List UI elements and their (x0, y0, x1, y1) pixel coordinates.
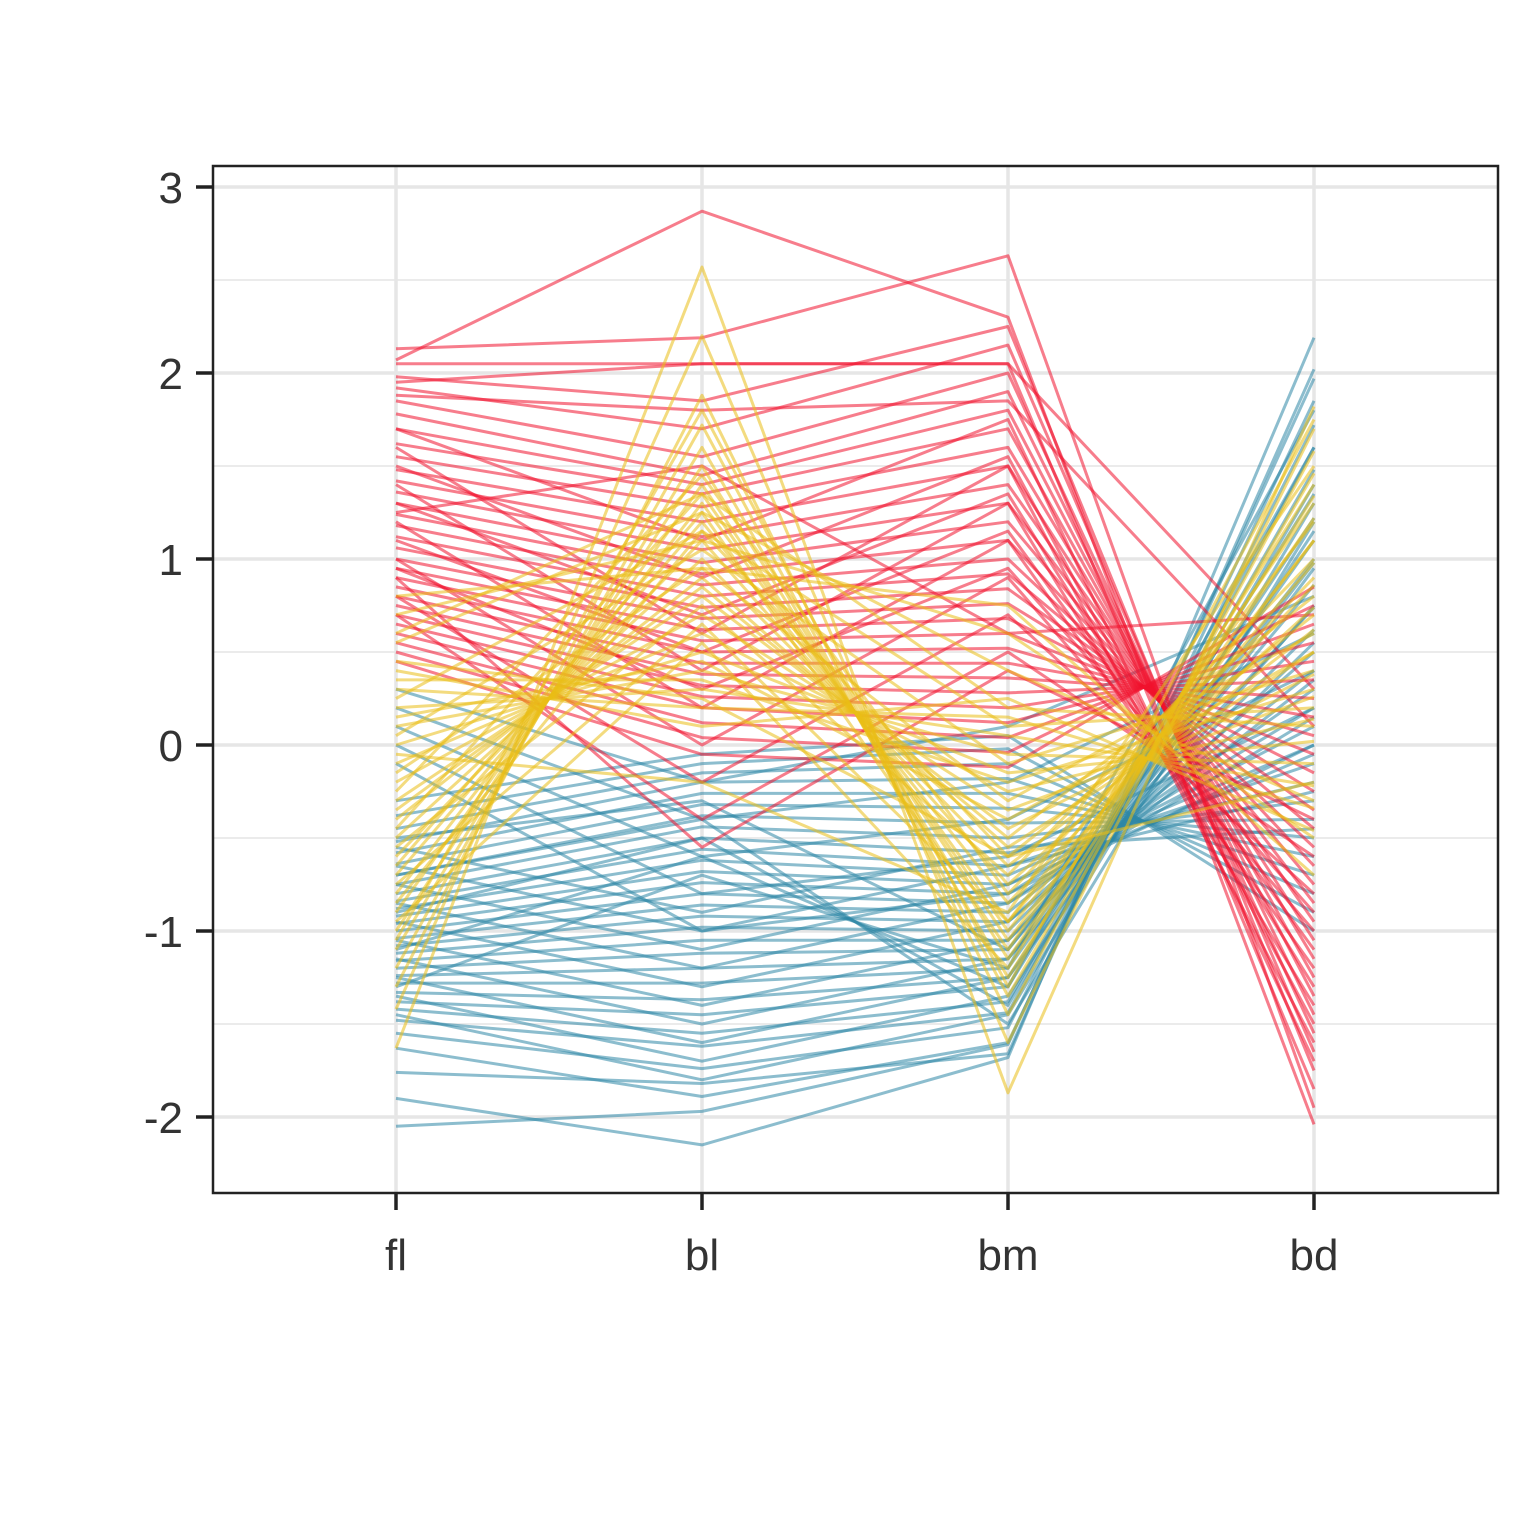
series-line (395, 584, 1316, 970)
series-line (395, 566, 1315, 877)
plot-panel-border (211, 164, 1500, 1195)
series-line (395, 715, 1315, 970)
x-axis: fl bl bm bd (385, 1193, 1338, 1280)
series-line (395, 791, 1315, 859)
series-line (395, 659, 1315, 859)
series-line (395, 790, 1315, 933)
series-line (395, 594, 1315, 784)
series-line (395, 814, 1315, 877)
series-lines (394, 209, 1316, 1147)
y-tick-label: 3 (159, 164, 183, 213)
x-tick-label-fl: fl (385, 1231, 407, 1280)
series-line (395, 706, 1315, 896)
y-tick-label: 1 (159, 536, 183, 585)
series-line (395, 641, 1316, 1007)
series-line (395, 576, 1315, 756)
series-line (395, 464, 1315, 635)
series-line (395, 492, 1315, 728)
series-line (395, 747, 1315, 914)
series-line (395, 585, 1315, 769)
y-tick-label: 2 (159, 350, 183, 399)
series-line (395, 393, 1316, 728)
series-line (395, 520, 1316, 924)
x-tick-label-bl: bl (685, 1231, 719, 1280)
x-tick-label-bd: bd (1290, 1231, 1339, 1280)
series-line (394, 408, 1316, 989)
x-tick-label-bm: bm (977, 1231, 1038, 1280)
series-line (395, 678, 1315, 989)
y-tick-label: -1 (144, 908, 183, 957)
series-line (395, 780, 1315, 896)
series-line (395, 827, 1315, 914)
series-group-2 (394, 265, 1316, 1095)
y-tick-label: -2 (144, 1094, 183, 1143)
series-line (395, 557, 1315, 793)
series-line (395, 632, 1315, 821)
series-line (395, 777, 1315, 877)
series-line (395, 585, 1315, 738)
series-line (395, 465, 1316, 914)
y-axis: -2 -1 0 1 2 3 (144, 164, 213, 1143)
series-line (395, 725, 1315, 918)
y-tick-label: 0 (159, 722, 183, 771)
series-line (395, 362, 1316, 691)
